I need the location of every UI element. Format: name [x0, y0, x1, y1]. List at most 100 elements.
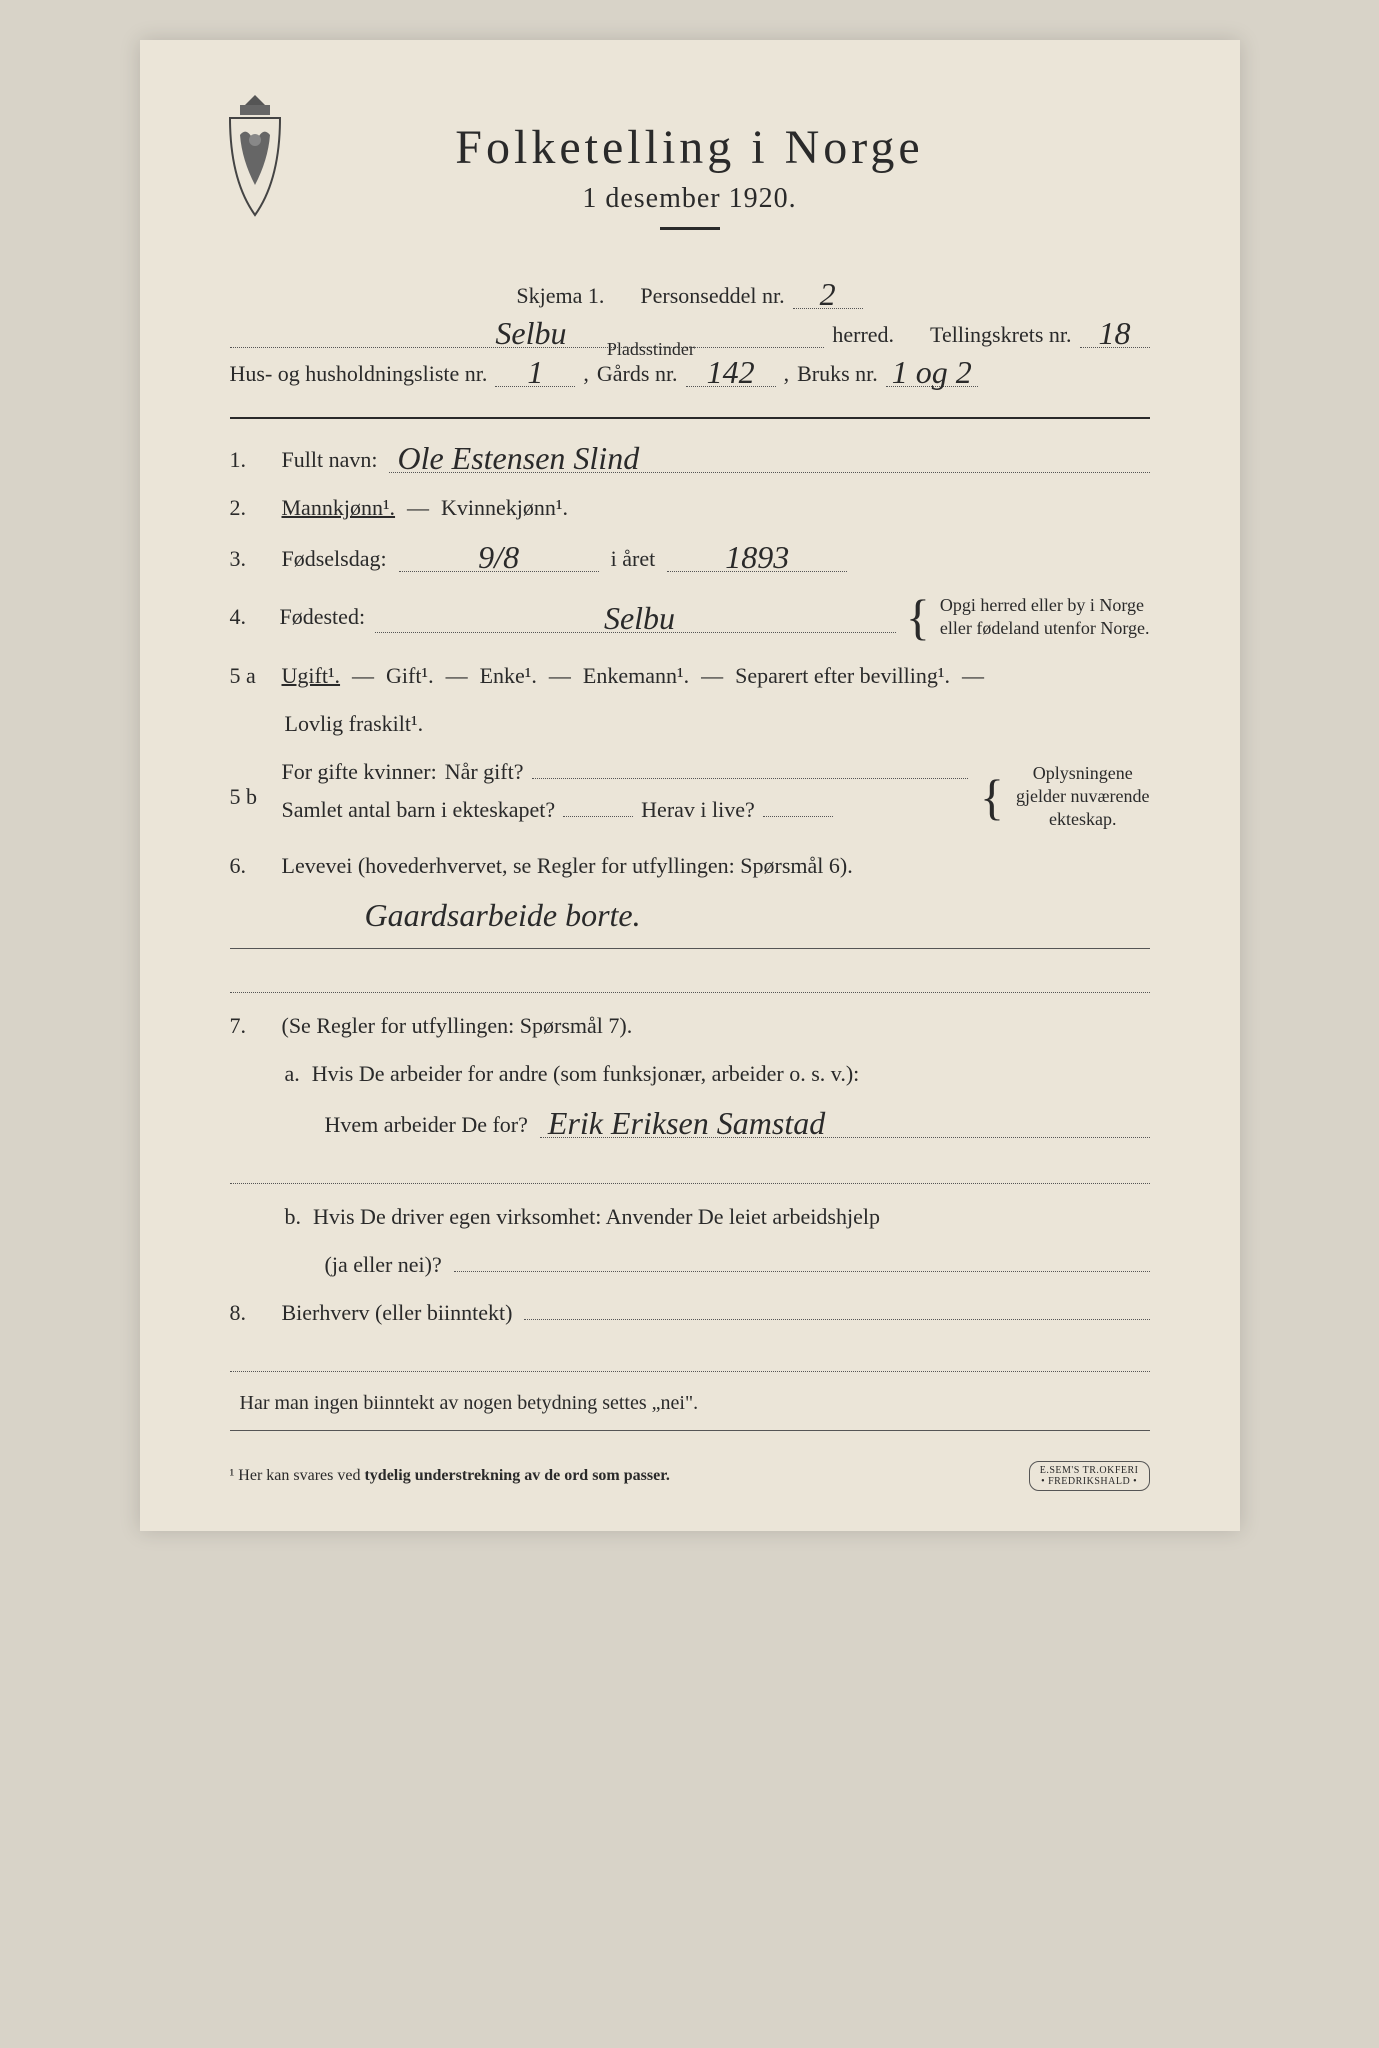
- q4-num: 4.: [230, 604, 270, 630]
- title-divider: [660, 227, 720, 230]
- q6-value-row: Gaardsarbeide borte.: [230, 901, 1150, 927]
- herred-value: Selbu: [230, 321, 825, 348]
- gards-label: Gårds nr.: [597, 361, 678, 386]
- q5a-fraskilt: Lovlig fraskilt¹.: [285, 711, 424, 737]
- q5a-num: 5 a: [230, 663, 270, 689]
- q6-label: Levevei (hovederhvervet, se Regler for u…: [282, 853, 853, 879]
- section-divider: [230, 417, 1150, 419]
- q6-num: 6.: [230, 853, 270, 879]
- q2-mann: Mannkjønn¹.: [282, 495, 396, 521]
- printer-stamp: E.SEM'S TR.OKFERI • FREDRIKSHALD •: [1029, 1461, 1150, 1491]
- q7b-field: [454, 1271, 1150, 1272]
- q5b-note-2: gjelder nuværende: [1016, 786, 1149, 806]
- q2-kvinne: Kvinnekjønn¹.: [441, 495, 568, 521]
- annotation: Pladsstinder: [607, 339, 695, 360]
- meta-block: Skjema 1. Personseddel nr. 2 Selbu herre…: [230, 280, 1150, 387]
- q7a-line2: Hvem arbeider De for?: [325, 1112, 528, 1138]
- blank-line: [230, 1160, 1150, 1184]
- footnote-text: Her kan svares ved tydelig understreknin…: [238, 1467, 670, 1484]
- q8-field: [524, 1319, 1149, 1320]
- q5a-ugift: Ugift¹.: [282, 663, 341, 689]
- q1-label: Fullt navn:: [282, 447, 378, 473]
- q4-value: Selbu: [375, 606, 896, 633]
- q7-label: (Se Regler for utfyllingen: Spørsmål 7).: [282, 1013, 633, 1039]
- coat-of-arms-icon: [210, 90, 300, 220]
- blank-line: [230, 1348, 1150, 1372]
- q5b-note: Oplysningene gjelder nuværende ekteskap.: [1016, 762, 1149, 832]
- q7b-row1: b. Hvis De driver egen virksomhet: Anven…: [230, 1204, 1150, 1230]
- footnote-bar: ¹ Her kan svares ved tydelig understrekn…: [230, 1461, 1150, 1491]
- hushold-nr: 1: [495, 360, 575, 387]
- q6-value: Gaardsarbeide borte.: [285, 903, 641, 929]
- q7b-num: b.: [285, 1204, 302, 1230]
- stamp-line1: E.SEM'S TR.OKFERI: [1040, 1465, 1139, 1476]
- q5b-field2: [563, 816, 633, 817]
- q2-num: 2.: [230, 495, 270, 521]
- q3-year: 1893: [667, 545, 847, 572]
- q4-note: Opgi herred eller by i Norge eller fødel…: [940, 594, 1150, 641]
- bruks-nr: 1 og 2: [886, 360, 978, 387]
- q1-value: Ole Estensen Slind: [389, 446, 1149, 473]
- q7-num: 7.: [230, 1013, 270, 1039]
- hushold-label: Hus- og husholdningsliste nr.: [230, 361, 488, 387]
- bruks-label: Bruks nr.: [797, 361, 878, 387]
- q4-note-2: eller fødeland utenfor Norge.: [940, 618, 1150, 638]
- q5b-line1b: Når gift?: [445, 759, 524, 785]
- q3-mid: i året: [611, 546, 656, 572]
- page-title: Folketelling i Norge: [230, 120, 1150, 175]
- thin-divider: [230, 948, 1150, 949]
- q7b-row2: (ja eller nei)?: [230, 1252, 1150, 1278]
- q5b-note-1: Oplysningene: [1033, 763, 1133, 783]
- q5b-line2b: Herav i live?: [641, 797, 755, 823]
- q8-label: Bierhverv (eller biinntekt): [282, 1300, 513, 1326]
- q5a-gift: Gift¹.: [386, 663, 434, 689]
- q5a-enkemann: Enkemann¹.: [583, 663, 689, 689]
- q6-row: 6. Levevei (hovederhvervet, se Regler fo…: [230, 853, 1150, 879]
- thin-divider: [230, 1430, 1150, 1431]
- q5b-field1: [532, 778, 969, 779]
- q5a-row: 5 a Ugift¹. — Gift¹. — Enke¹. — Enkemann…: [230, 663, 1150, 689]
- q7a-row1: a. Hvis De arbeider for andre (som funks…: [230, 1061, 1150, 1087]
- footnote-num: ¹: [230, 1467, 235, 1484]
- krets-nr: 18: [1080, 321, 1150, 348]
- q4-note-1: Opgi herred eller by i Norge: [940, 595, 1144, 615]
- gards-nr: 142: [686, 360, 776, 387]
- q3-row: 3. Fødselsdag: 9/8 i året 1893: [230, 543, 1150, 572]
- q3-day: 9/8: [399, 545, 599, 572]
- brace-icon: {: [906, 602, 930, 632]
- q8-num: 8.: [230, 1300, 270, 1326]
- q5b-note-3: ekteskap.: [1049, 809, 1116, 829]
- skjema-label: Skjema 1.: [516, 283, 604, 309]
- q4-label: Fødested:: [280, 604, 366, 630]
- q5b-line1a: For gifte kvinner:: [282, 759, 437, 785]
- q5b-field3: [763, 816, 833, 817]
- header: Folketelling i Norge 1 desember 1920.: [230, 120, 1150, 230]
- q5b-line2a: Samlet antal barn i ekteskapet?: [282, 797, 556, 823]
- q7a-row2: Hvem arbeider De for? Erik Eriksen Samst…: [230, 1109, 1150, 1138]
- q7-row: 7. (Se Regler for utfyllingen: Spørsmål …: [230, 1013, 1150, 1039]
- q3-num: 3.: [230, 546, 270, 572]
- page-subtitle: 1 desember 1920.: [230, 183, 1150, 215]
- q5a-separert: Separert efter bevilling¹.: [735, 663, 950, 689]
- q8-row: 8. Bierhverv (eller biinntekt): [230, 1300, 1150, 1326]
- q7a-value: Erik Eriksen Samstad: [540, 1111, 1150, 1138]
- q5a-enke: Enke¹.: [480, 663, 537, 689]
- census-form-page: Folketelling i Norge 1 desember 1920. Sk…: [140, 40, 1240, 1531]
- q7a-line1: Hvis De arbeider for andre (som funksjon…: [312, 1061, 860, 1087]
- q2-dash: —: [407, 495, 429, 521]
- q4-row: 4. Fødested: Selbu { Opgi herred eller b…: [230, 594, 1150, 641]
- footer-note: Har man ingen biinntekt av nogen betydni…: [230, 1392, 1150, 1415]
- q7b-line1: Hvis De driver egen virksomhet: Anvender…: [313, 1204, 880, 1230]
- blank-line: [230, 969, 1150, 993]
- q5a-row2: Lovlig fraskilt¹.: [230, 711, 1150, 737]
- q7a-num: a.: [285, 1061, 300, 1087]
- krets-label: Tellingskrets nr.: [930, 322, 1071, 348]
- q2-row: 2. Mannkjønn¹. — Kvinnekjønn¹.: [230, 495, 1150, 521]
- herred-suffix: herred.: [832, 322, 894, 348]
- q7b-line2: (ja eller nei)?: [325, 1252, 442, 1278]
- q1-num: 1.: [230, 447, 270, 473]
- q1-row: 1. Fullt navn: Ole Estensen Slind: [230, 444, 1150, 473]
- person-label: Personseddel nr.: [640, 283, 784, 309]
- q5b-row: 5 b For gifte kvinner: Når gift? Samlet …: [230, 759, 1150, 835]
- q5b-num: 5 b: [230, 784, 270, 810]
